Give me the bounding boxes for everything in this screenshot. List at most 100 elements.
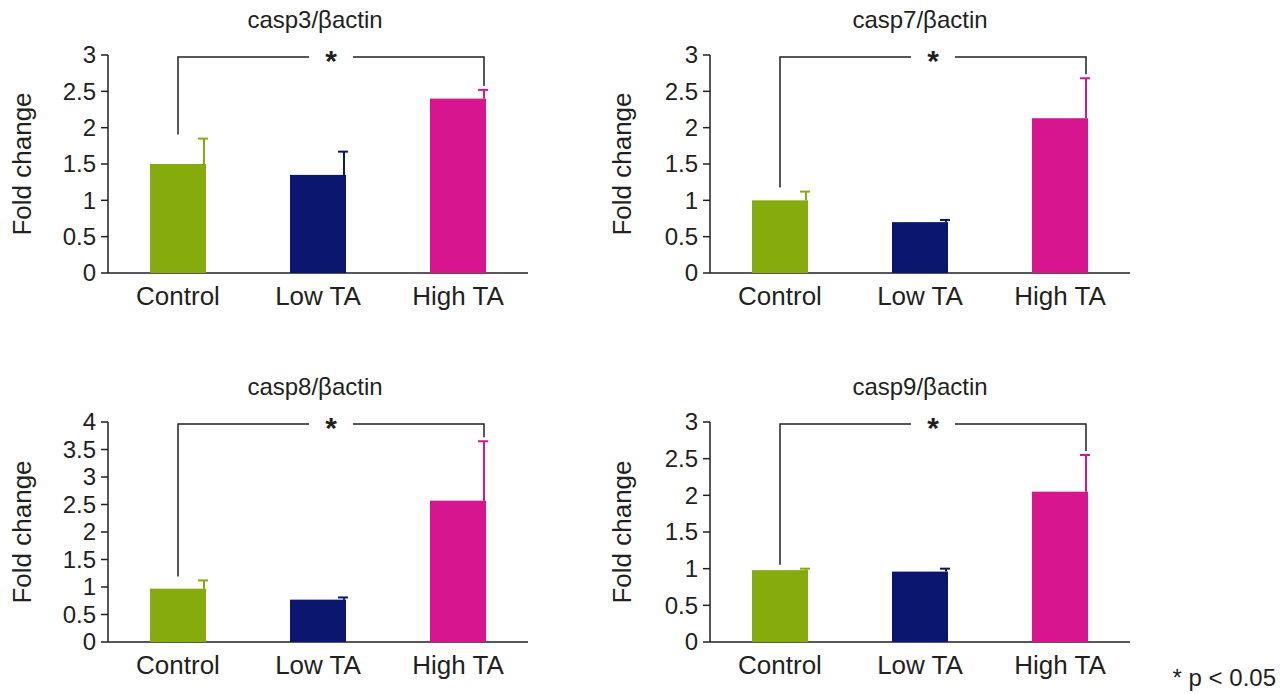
y-tick-label: 1 [83,187,96,214]
y-tick [101,54,108,56]
error-bar [478,90,488,99]
bar [1032,492,1088,642]
y-axis-label: Fold change [607,92,637,235]
y-tick [703,458,710,460]
significance-bracket [780,424,1086,565]
y-tick [703,200,710,202]
bar [892,222,948,273]
error-bar [198,580,208,588]
error-bar [198,139,208,164]
error-bar [478,441,488,500]
y-tick [703,91,710,93]
y-tick-label: 0.5 [63,223,96,250]
error-bar [940,569,950,572]
y-tick-label: 2.5 [665,445,698,472]
y-tick [101,476,108,478]
y-tick [101,504,108,506]
y-tick-label: 0 [685,259,698,286]
y-tick-label: 3.5 [63,436,96,463]
y-tick-label: 1.5 [63,150,96,177]
title: casp9/βactin [852,373,987,400]
y-tick-label: 1 [83,573,96,600]
x-tick-label: Low TA [275,650,361,680]
y-tick-label: 2 [83,518,96,545]
error-bar [800,569,810,570]
x-tick-label: High TA [412,650,504,680]
y-tick [703,568,710,570]
y-tick-label: 0 [685,628,698,655]
y-tick-label: 1 [685,187,698,214]
y-tick-label: 3 [83,41,96,68]
y-tick [101,586,108,588]
y-tick [703,236,710,238]
x-tick-label: Low TA [877,281,963,311]
y-tick [101,421,108,423]
x-tick-label: High TA [1014,650,1106,680]
y-tick [101,91,108,93]
y-tick-label: 3 [685,41,698,68]
y-tick [101,127,108,129]
y-tick [101,449,108,451]
y-tick-label: 1.5 [665,518,698,545]
y-tick-label: 1 [685,555,698,582]
y-tick-label: 2 [685,482,698,509]
y-tick [703,272,710,274]
y-tick [703,605,710,607]
bar [290,600,346,642]
significance-bracket [178,424,484,576]
bar [752,200,808,273]
bar [150,589,206,642]
y-tick [101,614,108,616]
panel: casp3/βactinFold change00.511.522.53Cont… [7,6,528,311]
y-tick [101,272,108,274]
x-tick-label: Control [738,281,822,311]
bar [1032,118,1088,273]
bars [752,455,1090,642]
x-tick-label: Control [136,281,220,311]
y-tick [703,495,710,497]
error-bar [800,192,810,201]
y-tick-label: 0 [83,259,96,286]
y-tick-label: 2.5 [63,491,96,518]
y-tick-label: 1.5 [63,546,96,573]
y-tick [101,531,108,533]
y-tick-label: 2.5 [63,78,96,105]
panel: casp9/βactin Fold change 0 0.5 1 1.5 2 2.5 3 Cont… [607,373,1130,680]
x-tick-label: High TA [1014,281,1106,311]
y-tick [703,531,710,533]
y-axis-label: Fold change [607,460,637,603]
y-tick [101,163,108,165]
y-tick [703,421,710,423]
y-tick-label: 2.5 [665,78,698,105]
y-tick [101,200,108,202]
title: casp8/βactin [247,373,382,400]
figure: casp3/βactinFold change00.511.522.53Cont… [0,0,1280,694]
bars [752,78,1090,273]
y-tick-label: 0.5 [665,223,698,250]
y-axis-label: Fold change [7,460,37,603]
x-tick-label: Control [738,650,822,680]
y-tick-label: 0.5 [63,601,96,628]
x-tick-label: Low TA [275,281,361,311]
y-tick [703,127,710,129]
y-tick [703,54,710,56]
y-tick-label: 0.5 [665,592,698,619]
title: casp3/βactin [247,6,382,33]
x-tick-label: Low TA [877,650,963,680]
bars [150,90,488,273]
y-tick-label: 2 [685,114,698,141]
bar [752,570,808,642]
error-bar [1080,455,1090,492]
footnote: * p < 0.05 [1173,664,1276,691]
significance-label: * [927,411,939,444]
bar [430,99,486,273]
y-tick-label: 3 [83,463,96,490]
y-tick-label: 0 [83,628,96,655]
panel: casp8/βactin Fold change 00.511.522.533.54… [7,373,528,680]
y-tick-label: 3 [685,408,698,435]
error-bar [1080,78,1090,118]
y-tick [101,641,108,643]
error-bar [338,152,348,175]
y-tick-label: 4 [83,408,96,435]
x-tick-label: Control [136,650,220,680]
